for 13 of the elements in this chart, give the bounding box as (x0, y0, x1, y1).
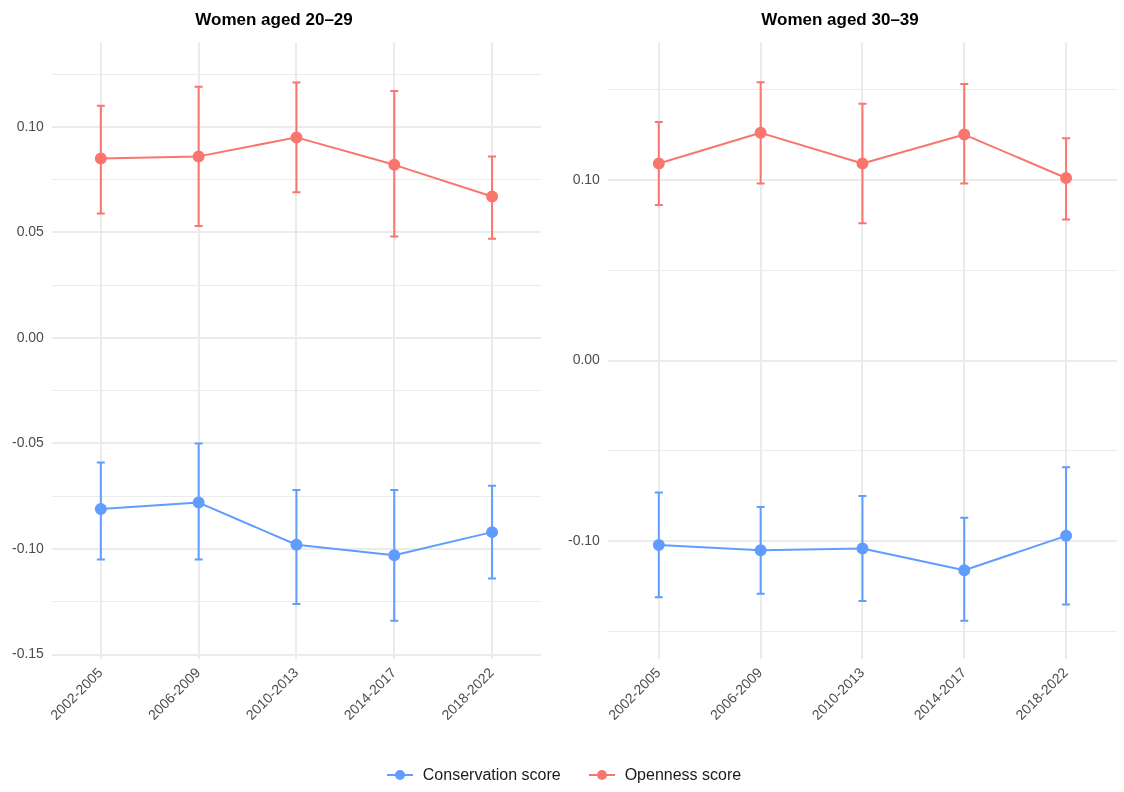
y-tick-label: 0.10 (572, 170, 601, 187)
chart-title: Women aged 30–39 (761, 9, 919, 29)
y-tick-label: -0.10 (11, 539, 45, 556)
y-tick-label: 0.00 (16, 328, 45, 345)
legend-label: Openness score (624, 766, 742, 784)
y-tick-label: -0.10 (567, 532, 601, 549)
y-tick-label: -0.15 (11, 645, 45, 662)
chart-title: Women aged 20–29 (195, 9, 353, 29)
y-tick-label: 0.05 (16, 223, 45, 240)
y-tick-label: -0.05 (11, 434, 45, 451)
legend-label: Conservation score (422, 766, 561, 784)
y-tick-label: 0.00 (572, 351, 601, 368)
y-tick-label: 0.10 (16, 117, 45, 134)
